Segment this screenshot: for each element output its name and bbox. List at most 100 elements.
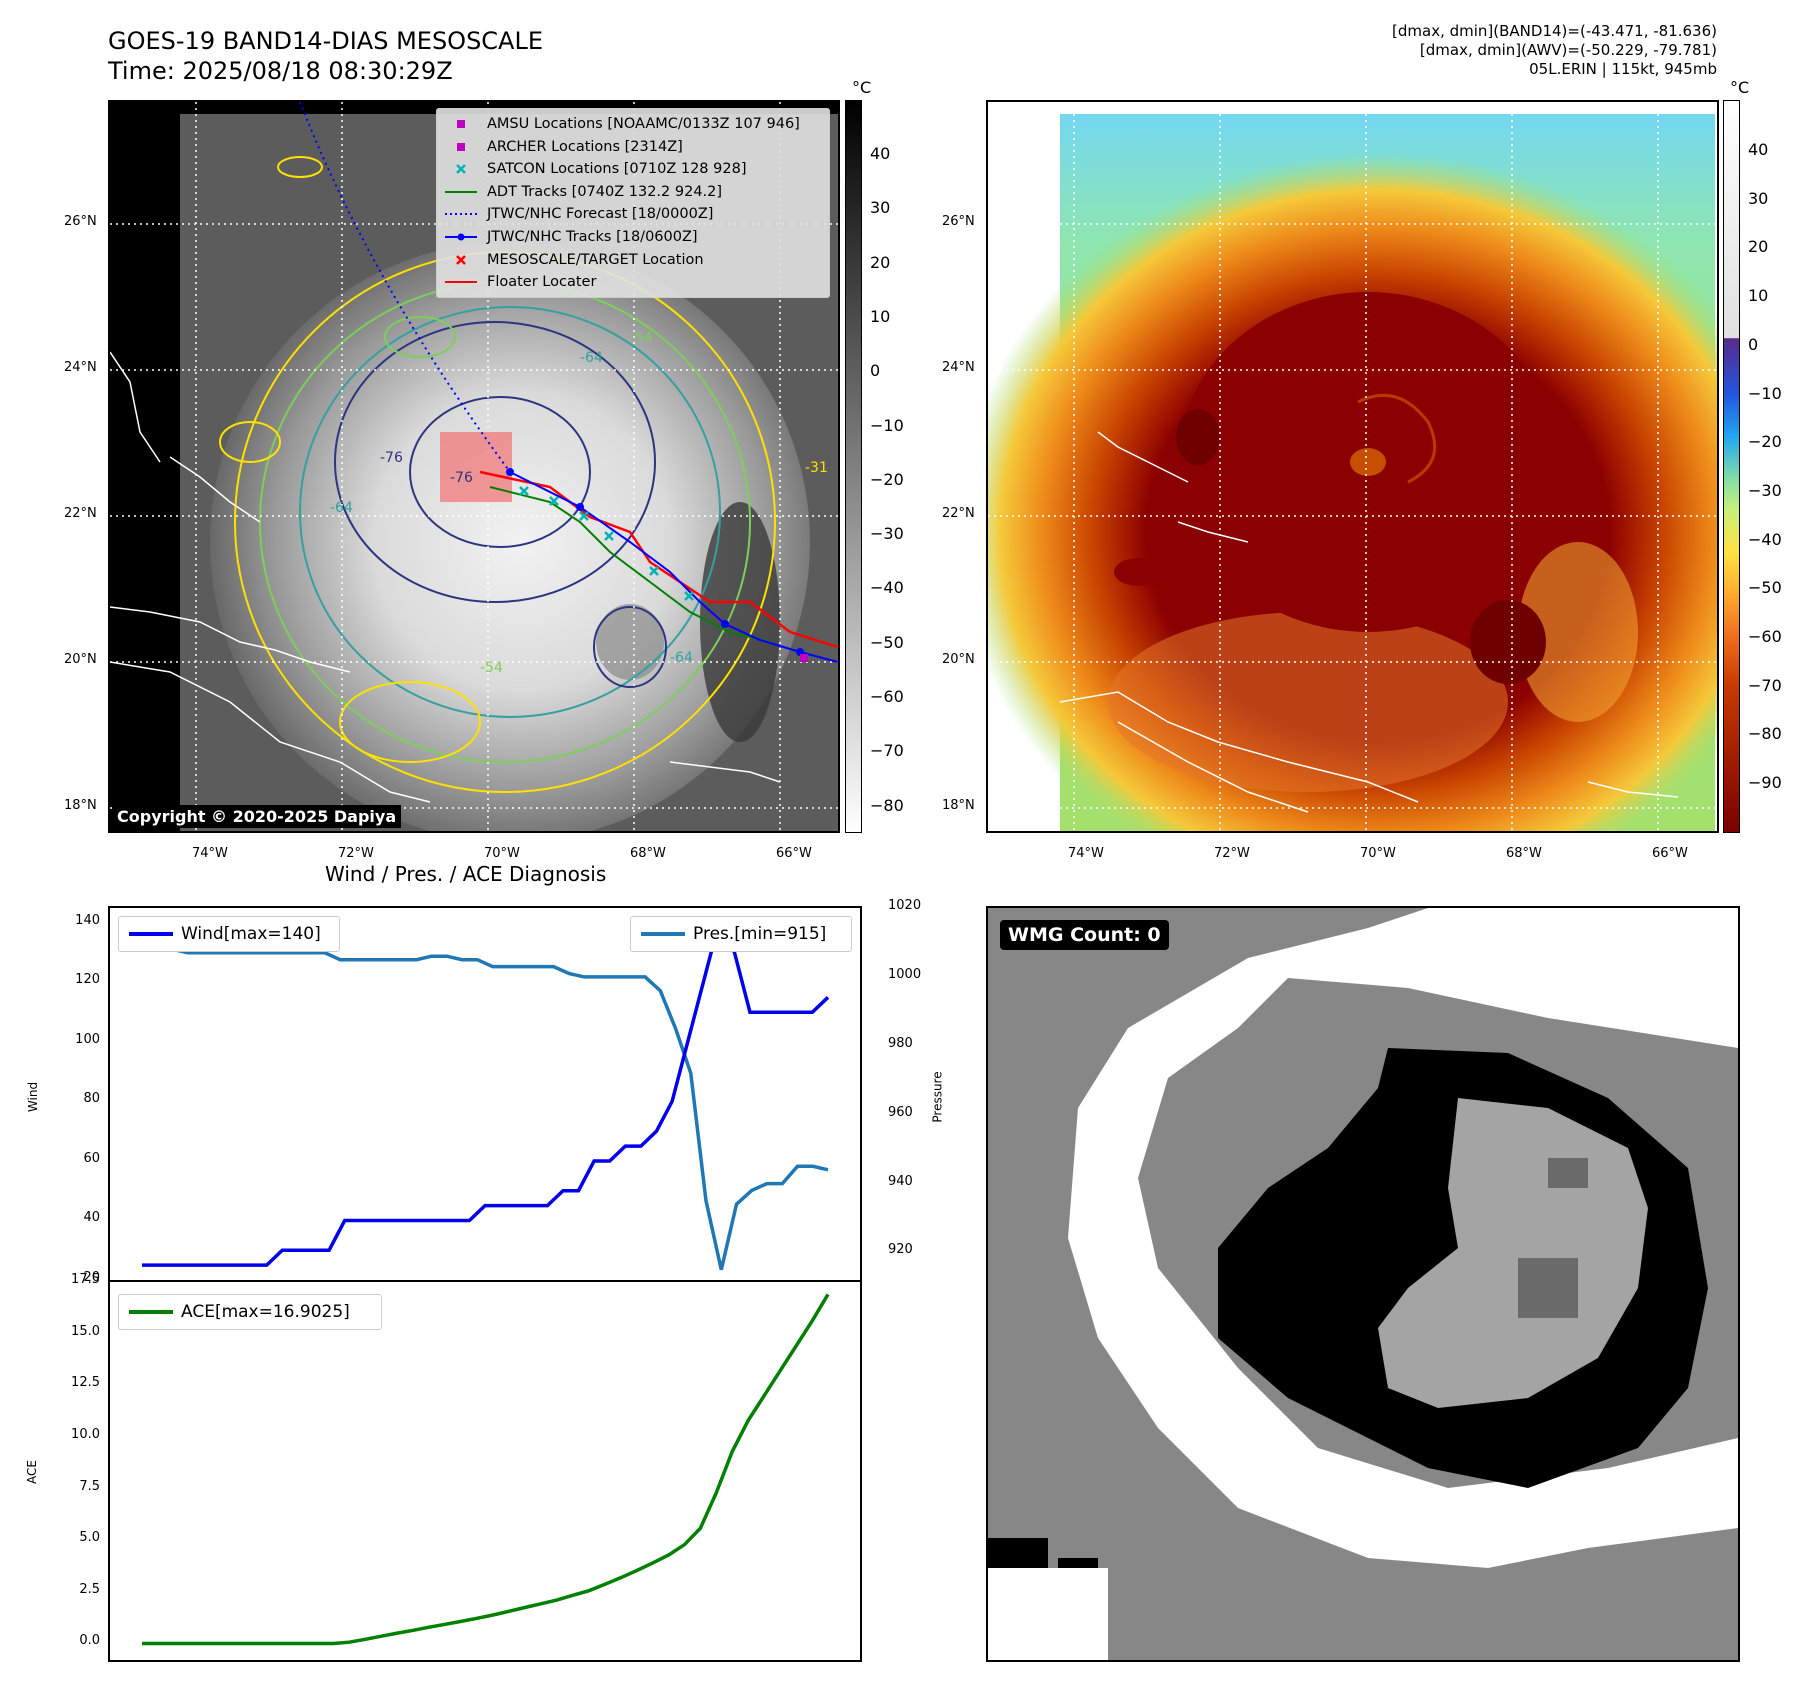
legend-item-mesoscale: MESOSCALE/TARGET Location — [437, 249, 829, 272]
eyewall-spiral — [1357, 393, 1437, 484]
floater-locater-track — [479, 470, 838, 649]
colorbar-tick-label: 0 — [870, 361, 881, 381]
axis-tick-label: 15.0 — [71, 1323, 100, 1339]
axis-tick-label: 960 — [888, 1104, 913, 1120]
axis-tick-label: 2.5 — [79, 1581, 100, 1597]
lat-label: 18°N — [64, 798, 97, 813]
lat-label: 22°N — [64, 506, 97, 521]
coastline-turks — [1177, 521, 1249, 543]
dry-slot — [596, 604, 664, 680]
satcon-marker — [684, 591, 694, 601]
contour-label: -64 — [330, 500, 353, 516]
axis-tick-label: 7.5 — [79, 1478, 100, 1494]
satcon-marker — [579, 511, 589, 521]
dotted-line-icon — [445, 213, 477, 216]
colorbar-unit: °C — [1730, 78, 1750, 97]
contour-label: -54 — [630, 330, 653, 346]
legend-item-tracks: JTWC/NHC Tracks [18/0600Z] — [437, 226, 829, 249]
line-marker-icon — [445, 281, 477, 284]
coastline-hispaniola-south — [110, 661, 431, 803]
contour-label-group: -64 -76 -76 -64 -54 -64 -54 -31 — [330, 330, 828, 676]
wmg-gray-bottom — [988, 1588, 1738, 1660]
axis-tick-label: 100 — [75, 1031, 100, 1047]
coastline-bahamas — [1097, 431, 1189, 483]
lat-label: 24°N — [942, 360, 975, 375]
colorbar-tick-label: −70 — [870, 741, 904, 761]
colorbar-tick-label: 20 — [1748, 237, 1769, 257]
coastline-bahamas — [110, 351, 161, 463]
x-marker-icon — [456, 254, 466, 265]
ace-plot — [142, 1293, 830, 1646]
storm-cloud-shield — [210, 242, 810, 831]
lon-label: 74°W — [192, 846, 228, 861]
axis-tick-label: 20 — [83, 1270, 100, 1285]
jtwc-track-point — [721, 620, 729, 628]
lon-label: 70°W — [484, 846, 520, 861]
axis-tick-label: 80 — [83, 1091, 100, 1107]
colorbar-tick-label: −50 — [1748, 578, 1782, 598]
cold-cell-far-west — [1114, 558, 1162, 586]
satcon-marker — [519, 486, 529, 496]
axis-tick-label: 12.5 — [71, 1375, 100, 1391]
awv-map-panel — [986, 100, 1719, 833]
jtwc-track-point — [576, 503, 584, 511]
ace-panel: ACE[max=16.9025] — [108, 1280, 862, 1662]
coastline-hispaniola — [1059, 691, 1419, 803]
colorbar-tick-label: −30 — [870, 524, 904, 544]
coastline-puerto-rico — [1587, 781, 1679, 798]
contour-76-outer — [334, 321, 656, 603]
moat-dark-band — [700, 502, 780, 742]
contour-label: -76 — [450, 470, 473, 486]
line-dot-marker-icon — [445, 233, 477, 241]
colorbar-unit: °C — [852, 78, 872, 97]
colorbar-tick-label: −60 — [870, 687, 904, 706]
colorbar-tick-label: 10 — [870, 306, 891, 326]
jtwc-track — [509, 471, 838, 663]
contour-band-north — [384, 316, 456, 358]
colorbar-tick-label: −10 — [1748, 383, 1782, 403]
lon-label: 72°W — [338, 846, 374, 861]
contour-band-south — [339, 681, 481, 763]
wmg-image — [988, 908, 1738, 1660]
satcon-marker — [604, 531, 614, 541]
axis-tick-label: 140 — [75, 912, 100, 928]
colorbar-tick-label: 30 — [870, 198, 891, 218]
contour-76-south — [593, 606, 667, 688]
contour-label: -64 — [580, 350, 603, 366]
satcon-markers — [519, 486, 694, 601]
pressure-axis-label: Pressure — [930, 1071, 945, 1123]
lon-label: 66°W — [776, 846, 812, 861]
legend-item-archer: ARCHER Locations [2314Z] — [437, 136, 829, 159]
wind-pressure-plot — [142, 918, 830, 1271]
cold-cell-south — [1470, 600, 1546, 684]
pressure-legend-swatch — [641, 932, 685, 936]
stats-block: [dmax, dmin](BAND14)=(-43.471, -81.636) … — [1017, 22, 1717, 79]
axis-tick-label: 1000 — [888, 966, 922, 982]
colorbar-tick-label: −70 — [1748, 675, 1782, 695]
contour-64 — [299, 306, 721, 718]
colorbar-tick-label: −30 — [1748, 480, 1782, 500]
coastline-hispaniola-south — [1117, 721, 1309, 813]
colorbar-tick-label: −80 — [1748, 724, 1782, 744]
figure-title-line2: Time: 2025/08/18 08:30:29Z — [108, 57, 453, 85]
adt-track — [489, 486, 771, 643]
satcon-marker — [649, 566, 659, 576]
jtwc-track-point — [506, 468, 514, 476]
band14-map-panel: -64 -76 -76 -64 -54 -64 -54 -31 AMSU Loc… — [108, 100, 840, 833]
contour-island-1 — [219, 421, 281, 463]
wind-pressure-panel: Wind[max=140] Pres.[min=915] — [108, 906, 862, 1282]
coastlines — [1059, 431, 1679, 813]
map-gridlines — [988, 102, 1717, 831]
colorbar-tick-label: −60 — [1748, 627, 1782, 646]
lat-label: 26°N — [942, 214, 975, 229]
axis-tick-label: 60 — [83, 1150, 100, 1166]
contour-label: -31 — [805, 460, 828, 476]
stats-line-storm: 05L.ERIN | 115kt, 945mb — [1529, 60, 1717, 78]
axis-tick-label: 920 — [888, 1242, 913, 1258]
colorbar-tick-label: 40 — [870, 144, 891, 163]
colorbar-tick-label: −50 — [870, 632, 904, 652]
ace-axis-label: ACE — [24, 1460, 39, 1484]
ace-legend-swatch — [129, 1310, 173, 1314]
gray-colorbar — [845, 100, 862, 833]
colorbar-tick-label: −40 — [870, 578, 904, 598]
